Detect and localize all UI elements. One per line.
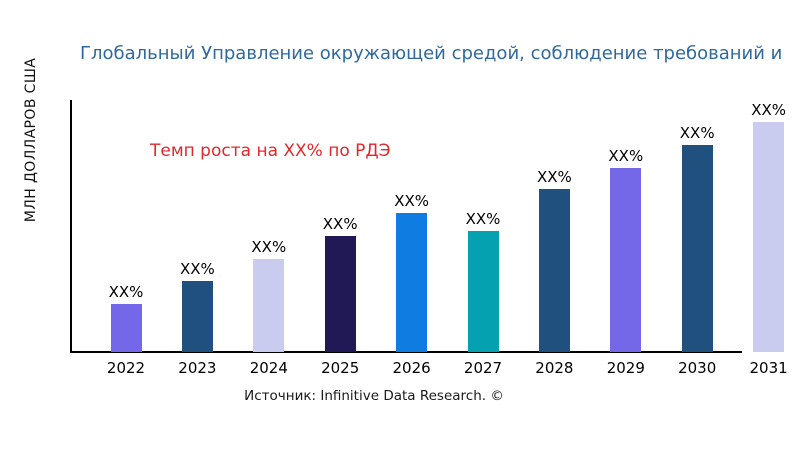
bar [610,168,642,352]
bar [181,281,213,352]
bar [253,259,285,352]
x-tick-label: 2028 [535,359,574,377]
bar [324,236,356,352]
x-tick-label: 2025 [321,359,360,377]
growth-annotation: Темп роста на XX% по РДЭ [150,141,391,161]
y-axis-line [70,100,72,353]
bar-value-label: XX% [108,283,144,301]
x-tick-label: 2027 [463,359,503,377]
bar [538,189,570,352]
bar-value-label: XX% [394,192,429,210]
x-tick-label: 2023 [178,359,217,377]
bar-value-label: XX% [536,168,572,186]
bar [681,145,713,352]
bar-value-label: XX% [251,238,287,256]
bar [396,213,428,352]
x-tick-label: 2031 [749,359,788,377]
bar [110,304,142,352]
bar-value-label: XX% [679,124,715,142]
bar-value-label: XX% [322,215,358,233]
bar [753,122,785,352]
x-tick-label: 2030 [678,359,717,377]
x-tick-label: 2026 [392,359,431,377]
x-tick-label: 2024 [249,359,288,377]
bar-value-label: XX% [465,210,501,228]
bar-value-label: XX% [179,260,215,278]
x-tick-label: 2022 [106,359,146,377]
bar-value-label: XX% [608,147,644,165]
x-tick-label: 2029 [606,359,645,377]
source-attribution: Источник: Infinitive Data Research. © [244,388,504,404]
x-axis-line [70,351,742,353]
bar [467,231,499,352]
y-axis-label: МЛН ДОЛЛАРОВ США [23,57,39,223]
chart-title: Глобальный Управление окружающей средой,… [80,43,783,64]
bar-value-label: XX% [751,101,786,119]
